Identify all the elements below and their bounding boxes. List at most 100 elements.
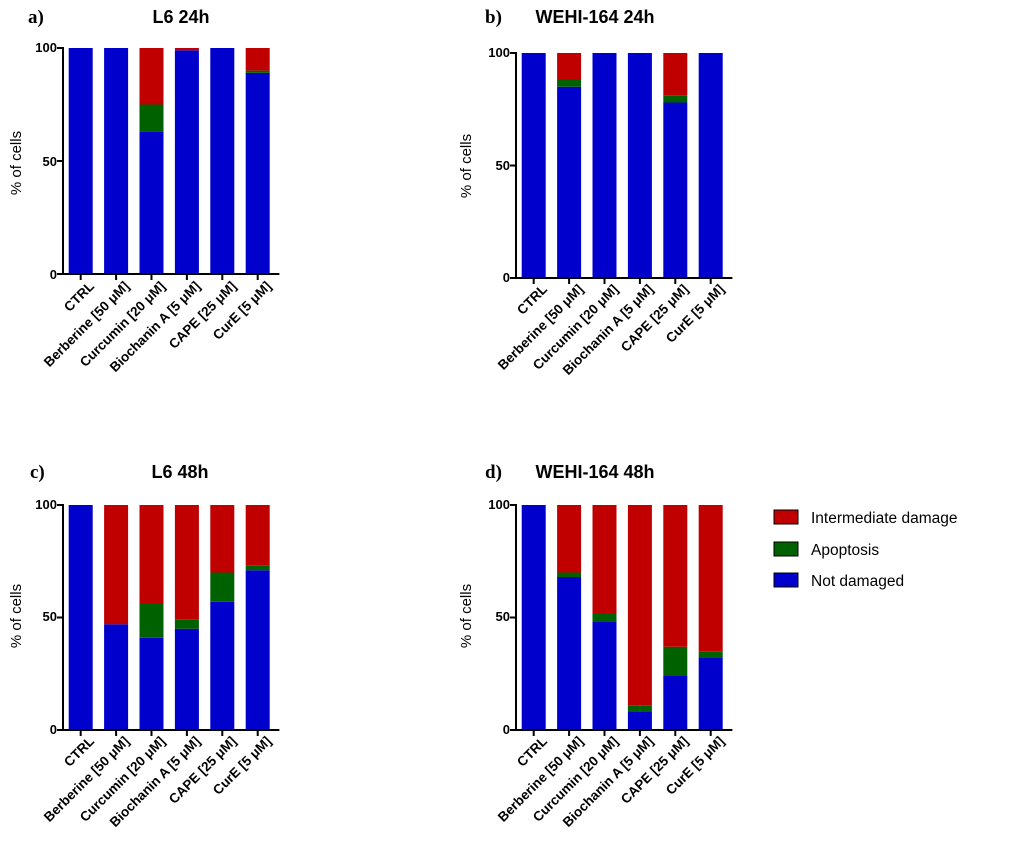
panel-d-y-tick-0: 0 xyxy=(503,722,510,737)
panel-d-bar-intermediate-damage-2 xyxy=(592,505,617,613)
panel-c-bar-intermediate-damage-1 xyxy=(104,505,129,625)
panel-a-bar-not-damaged-1 xyxy=(104,48,129,274)
panel-b-bar-intermediate-damage-1 xyxy=(557,53,582,80)
panel-d-bar-apoptosis-4 xyxy=(663,646,688,676)
panel-c-axes xyxy=(57,504,280,736)
panel-b-y-tick-100: 100 xyxy=(488,45,510,60)
panel-d-bar-not-damaged-4 xyxy=(663,676,688,730)
panel-a-bars xyxy=(68,48,270,275)
legend-swatch-intermediate-damage xyxy=(773,509,799,525)
panel-b-axes xyxy=(510,52,733,284)
panel-a-bar-not-damaged-5 xyxy=(245,72,270,274)
panel-c-bar-intermediate-damage-5 xyxy=(245,505,270,566)
panel-c-y-tick-50: 50 xyxy=(43,609,57,624)
panel-d-bar-not-damaged-2 xyxy=(592,622,617,730)
panel-c-category-labels: CTRL Berberine [50 μM] Curcumin [20 μM] … xyxy=(41,734,274,830)
panel-c-bar-not-damaged-2 xyxy=(139,637,164,730)
panel-d-y-tick-50: 50 xyxy=(496,609,510,624)
panel-c-bar-not-damaged-3 xyxy=(174,628,199,730)
panel-c-title: L6 48h xyxy=(151,462,208,482)
chart-legend: Intermediate damage Apoptosis Not damage… xyxy=(773,509,957,590)
panel-b-bar-intermediate-damage-4 xyxy=(663,53,688,96)
panel-c: c) L6 48h % of cells 100 50 0 CTRL Berbe… xyxy=(8,462,280,830)
panel-b-bar-not-damaged-1 xyxy=(557,86,582,278)
panel-a: a) L6 24h % of cells 100 50 0 CTRL Berbe… xyxy=(8,7,280,375)
panel-b-y-tick-0: 0 xyxy=(503,270,510,285)
panel-c-label: c) xyxy=(30,462,45,483)
panel-b: b) WEHI-164 24h % of cells 100 50 0 CTRL… xyxy=(458,7,733,378)
panel-a-axes xyxy=(57,47,280,280)
panel-a-y-tick-0: 0 xyxy=(50,267,57,282)
panel-d-bar-intermediate-damage-4 xyxy=(663,505,688,647)
legend-swatch-not-damaged xyxy=(773,572,799,588)
panel-c-bar-apoptosis-4 xyxy=(210,572,235,602)
legend-label-not-damaged: Not damaged xyxy=(811,573,904,590)
panel-c-bar-intermediate-damage-3 xyxy=(174,505,199,620)
panel-b-y-tick-50: 50 xyxy=(496,158,510,173)
panel-c-bar-intermediate-damage-4 xyxy=(210,505,235,573)
panel-a-bar-apoptosis-2 xyxy=(139,104,164,132)
panel-a-y-tick-50: 50 xyxy=(43,154,57,169)
panel-b-label: b) xyxy=(485,7,502,28)
panel-c-bars xyxy=(68,505,270,730)
panel-a-y-tick-100: 100 xyxy=(35,40,57,55)
panel-d-bar-not-damaged-1 xyxy=(557,577,582,730)
panel-b-bar-not-damaged-0 xyxy=(521,53,546,278)
panel-c-bar-apoptosis-5 xyxy=(245,565,270,571)
panel-d-bar-intermediate-damage-1 xyxy=(557,505,582,573)
panel-d-y-tick-100: 100 xyxy=(488,497,510,512)
legend-swatch-apoptosis xyxy=(773,541,799,557)
panel-c-bar-intermediate-damage-2 xyxy=(139,505,164,604)
panel-c-bar-apoptosis-2 xyxy=(139,604,164,638)
panel-a-category-labels: CTRL Berberine [50 μM] Curcumin [20 μM] … xyxy=(41,279,274,375)
legend-label-apoptosis: Apoptosis xyxy=(811,542,879,559)
panel-c-bar-apoptosis-3 xyxy=(174,619,199,629)
panel-b-bar-apoptosis-4 xyxy=(663,95,688,103)
panel-a-title: L6 24h xyxy=(152,7,209,27)
panel-d-bar-apoptosis-3 xyxy=(627,705,652,712)
panel-d-bar-intermediate-damage-3 xyxy=(627,505,652,706)
panel-d-category-labels: CTRL Berberine [50 μM] Curcumin [20 μM] … xyxy=(495,734,727,830)
panel-a-y-axis-title: % of cells xyxy=(8,131,25,195)
panel-a-label: a) xyxy=(28,7,44,28)
panel-b-bar-not-damaged-2 xyxy=(592,53,617,278)
panel-b-category-labels: CTRL Berberine [50 μM] Curcumin [20 μM] … xyxy=(495,282,727,378)
panel-d-axes xyxy=(510,504,733,736)
panel-a-bar-apoptosis-5 xyxy=(245,70,270,73)
panel-b-bars xyxy=(521,53,723,278)
panel-d-bar-not-damaged-5 xyxy=(698,658,723,730)
panel-b-bar-not-damaged-4 xyxy=(663,102,688,278)
panel-d-bars xyxy=(521,505,723,730)
panel-c-bar-not-damaged-1 xyxy=(104,624,129,730)
panel-c-bar-not-damaged-4 xyxy=(210,601,235,730)
panel-d-label: d) xyxy=(485,462,502,483)
panel-b-bar-not-damaged-5 xyxy=(698,53,723,278)
panel-a-bar-not-damaged-3 xyxy=(174,50,199,275)
panel-d-bar-apoptosis-2 xyxy=(592,613,617,622)
panel-a-bar-intermediate-damage-3 xyxy=(174,48,199,51)
panel-a-bar-not-damaged-0 xyxy=(68,48,93,274)
panel-d-bar-apoptosis-1 xyxy=(557,572,582,577)
panel-a-bar-not-damaged-4 xyxy=(210,48,235,274)
panel-a-bar-intermediate-damage-2 xyxy=(139,48,164,105)
panel-d-bar-not-damaged-0 xyxy=(521,505,546,730)
panel-d-bar-intermediate-damage-5 xyxy=(698,505,723,652)
panel-b-bar-apoptosis-1 xyxy=(557,80,582,87)
panel-c-y-tick-0: 0 xyxy=(50,722,57,737)
panel-c-y-tick-100: 100 xyxy=(35,497,57,512)
panel-d: d) WEHI-164 48h % of cells 100 50 0 CTRL… xyxy=(458,462,733,830)
panel-c-y-axis-title: % of cells xyxy=(8,584,25,648)
panel-b-title: WEHI-164 24h xyxy=(535,7,654,27)
panel-a-bar-intermediate-damage-5 xyxy=(245,48,270,71)
panel-b-y-axis-title: % of cells xyxy=(458,134,475,198)
panel-c-bar-not-damaged-0 xyxy=(68,505,93,730)
panel-b-bar-not-damaged-3 xyxy=(627,53,652,278)
legend-label-intermediate-damage: Intermediate damage xyxy=(811,510,957,527)
panel-d-y-axis-title: % of cells xyxy=(458,584,475,648)
panel-d-bar-not-damaged-3 xyxy=(627,712,652,730)
panel-d-bar-apoptosis-5 xyxy=(698,651,723,658)
panel-d-title: WEHI-164 48h xyxy=(535,462,654,482)
panel-a-bar-not-damaged-2 xyxy=(139,131,164,274)
panel-c-bar-not-damaged-5 xyxy=(245,570,270,730)
